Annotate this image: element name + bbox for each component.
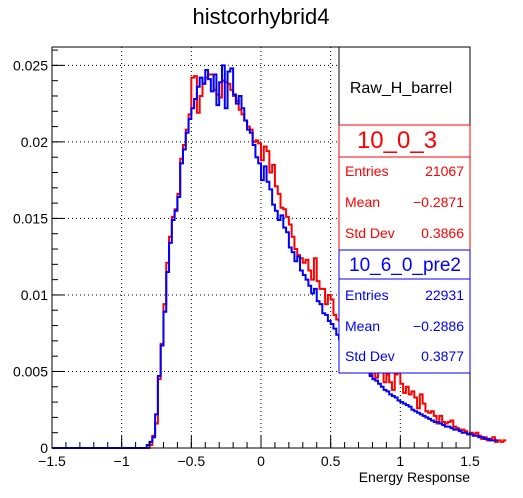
y-tick-label: 0.01	[21, 287, 48, 303]
label-box: Raw_H_barrel	[338, 46, 471, 126]
entries-label: Entries	[345, 287, 389, 303]
mean-value: −0.2886	[413, 318, 464, 334]
label-box-frame	[338, 46, 471, 126]
entries-label: Entries	[345, 163, 389, 179]
std-value: 0.3877	[421, 348, 464, 364]
mean-label: Mean	[345, 318, 380, 334]
mean-label: Mean	[345, 194, 380, 210]
x-axis-label: Energy Response	[359, 469, 471, 485]
series-name: 10_6_0_pre2	[349, 255, 461, 276]
histogram-series-10_0_3	[52, 73, 507, 449]
axis-ticks: −1.5 −1 −0.5 0 0.5 1 1.5 0 0.005 0.01 0.015 0.02 0.0…	[13, 49, 480, 469]
x-tick-label: −0.5	[178, 453, 206, 469]
stats-box-10-0-3: 10_0_3 Entries 21067 Mean −0.2871 Std De…	[338, 124, 471, 253]
mean-value: −0.2871	[413, 194, 464, 210]
x-tick-label: 1.5	[460, 453, 480, 469]
histogram-series-10_6_0_pre2	[52, 64, 498, 449]
stats-box-frame	[338, 249, 471, 374]
entries-value: 22931	[425, 287, 464, 303]
stats-box-10-6-0-pre2: 10_6_0_pre2 Entries 22931 Mean −0.2886 S…	[338, 249, 471, 374]
stats-box-frame	[338, 124, 471, 253]
series-name: 10_0_3	[357, 127, 437, 154]
y-tick-label: 0.02	[21, 134, 48, 150]
y-tick-label: 0.015	[13, 210, 48, 226]
x-tick-label: 0.5	[321, 453, 341, 469]
std-value: 0.3866	[421, 225, 464, 241]
y-tick-label: 0	[40, 440, 48, 456]
y-tick-label: 0.005	[13, 363, 48, 379]
x-tick-label: −1	[114, 453, 130, 469]
chart-title: histcorhybrid4	[193, 4, 330, 29]
label-box-title: Raw_H_barrel	[350, 80, 452, 97]
x-tick-label: −1.5	[38, 453, 66, 469]
series-layer	[52, 64, 507, 449]
y-tick-label: 0.025	[13, 57, 48, 73]
x-tick-label: 1	[396, 453, 404, 469]
x-tick-label: 0	[257, 453, 265, 469]
std-label: Std Dev	[345, 348, 395, 364]
entries-value: 21067	[425, 163, 464, 179]
std-label: Std Dev	[345, 225, 395, 241]
